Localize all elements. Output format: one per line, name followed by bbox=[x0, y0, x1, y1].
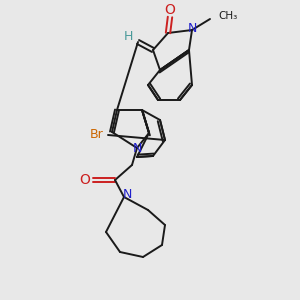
Text: N: N bbox=[132, 142, 142, 155]
Text: Br: Br bbox=[90, 128, 104, 142]
Text: CH₃: CH₃ bbox=[218, 11, 237, 21]
Text: H: H bbox=[123, 31, 133, 44]
Text: O: O bbox=[80, 173, 90, 187]
Text: N: N bbox=[122, 188, 132, 202]
Text: N: N bbox=[187, 22, 197, 35]
Text: O: O bbox=[165, 3, 176, 17]
